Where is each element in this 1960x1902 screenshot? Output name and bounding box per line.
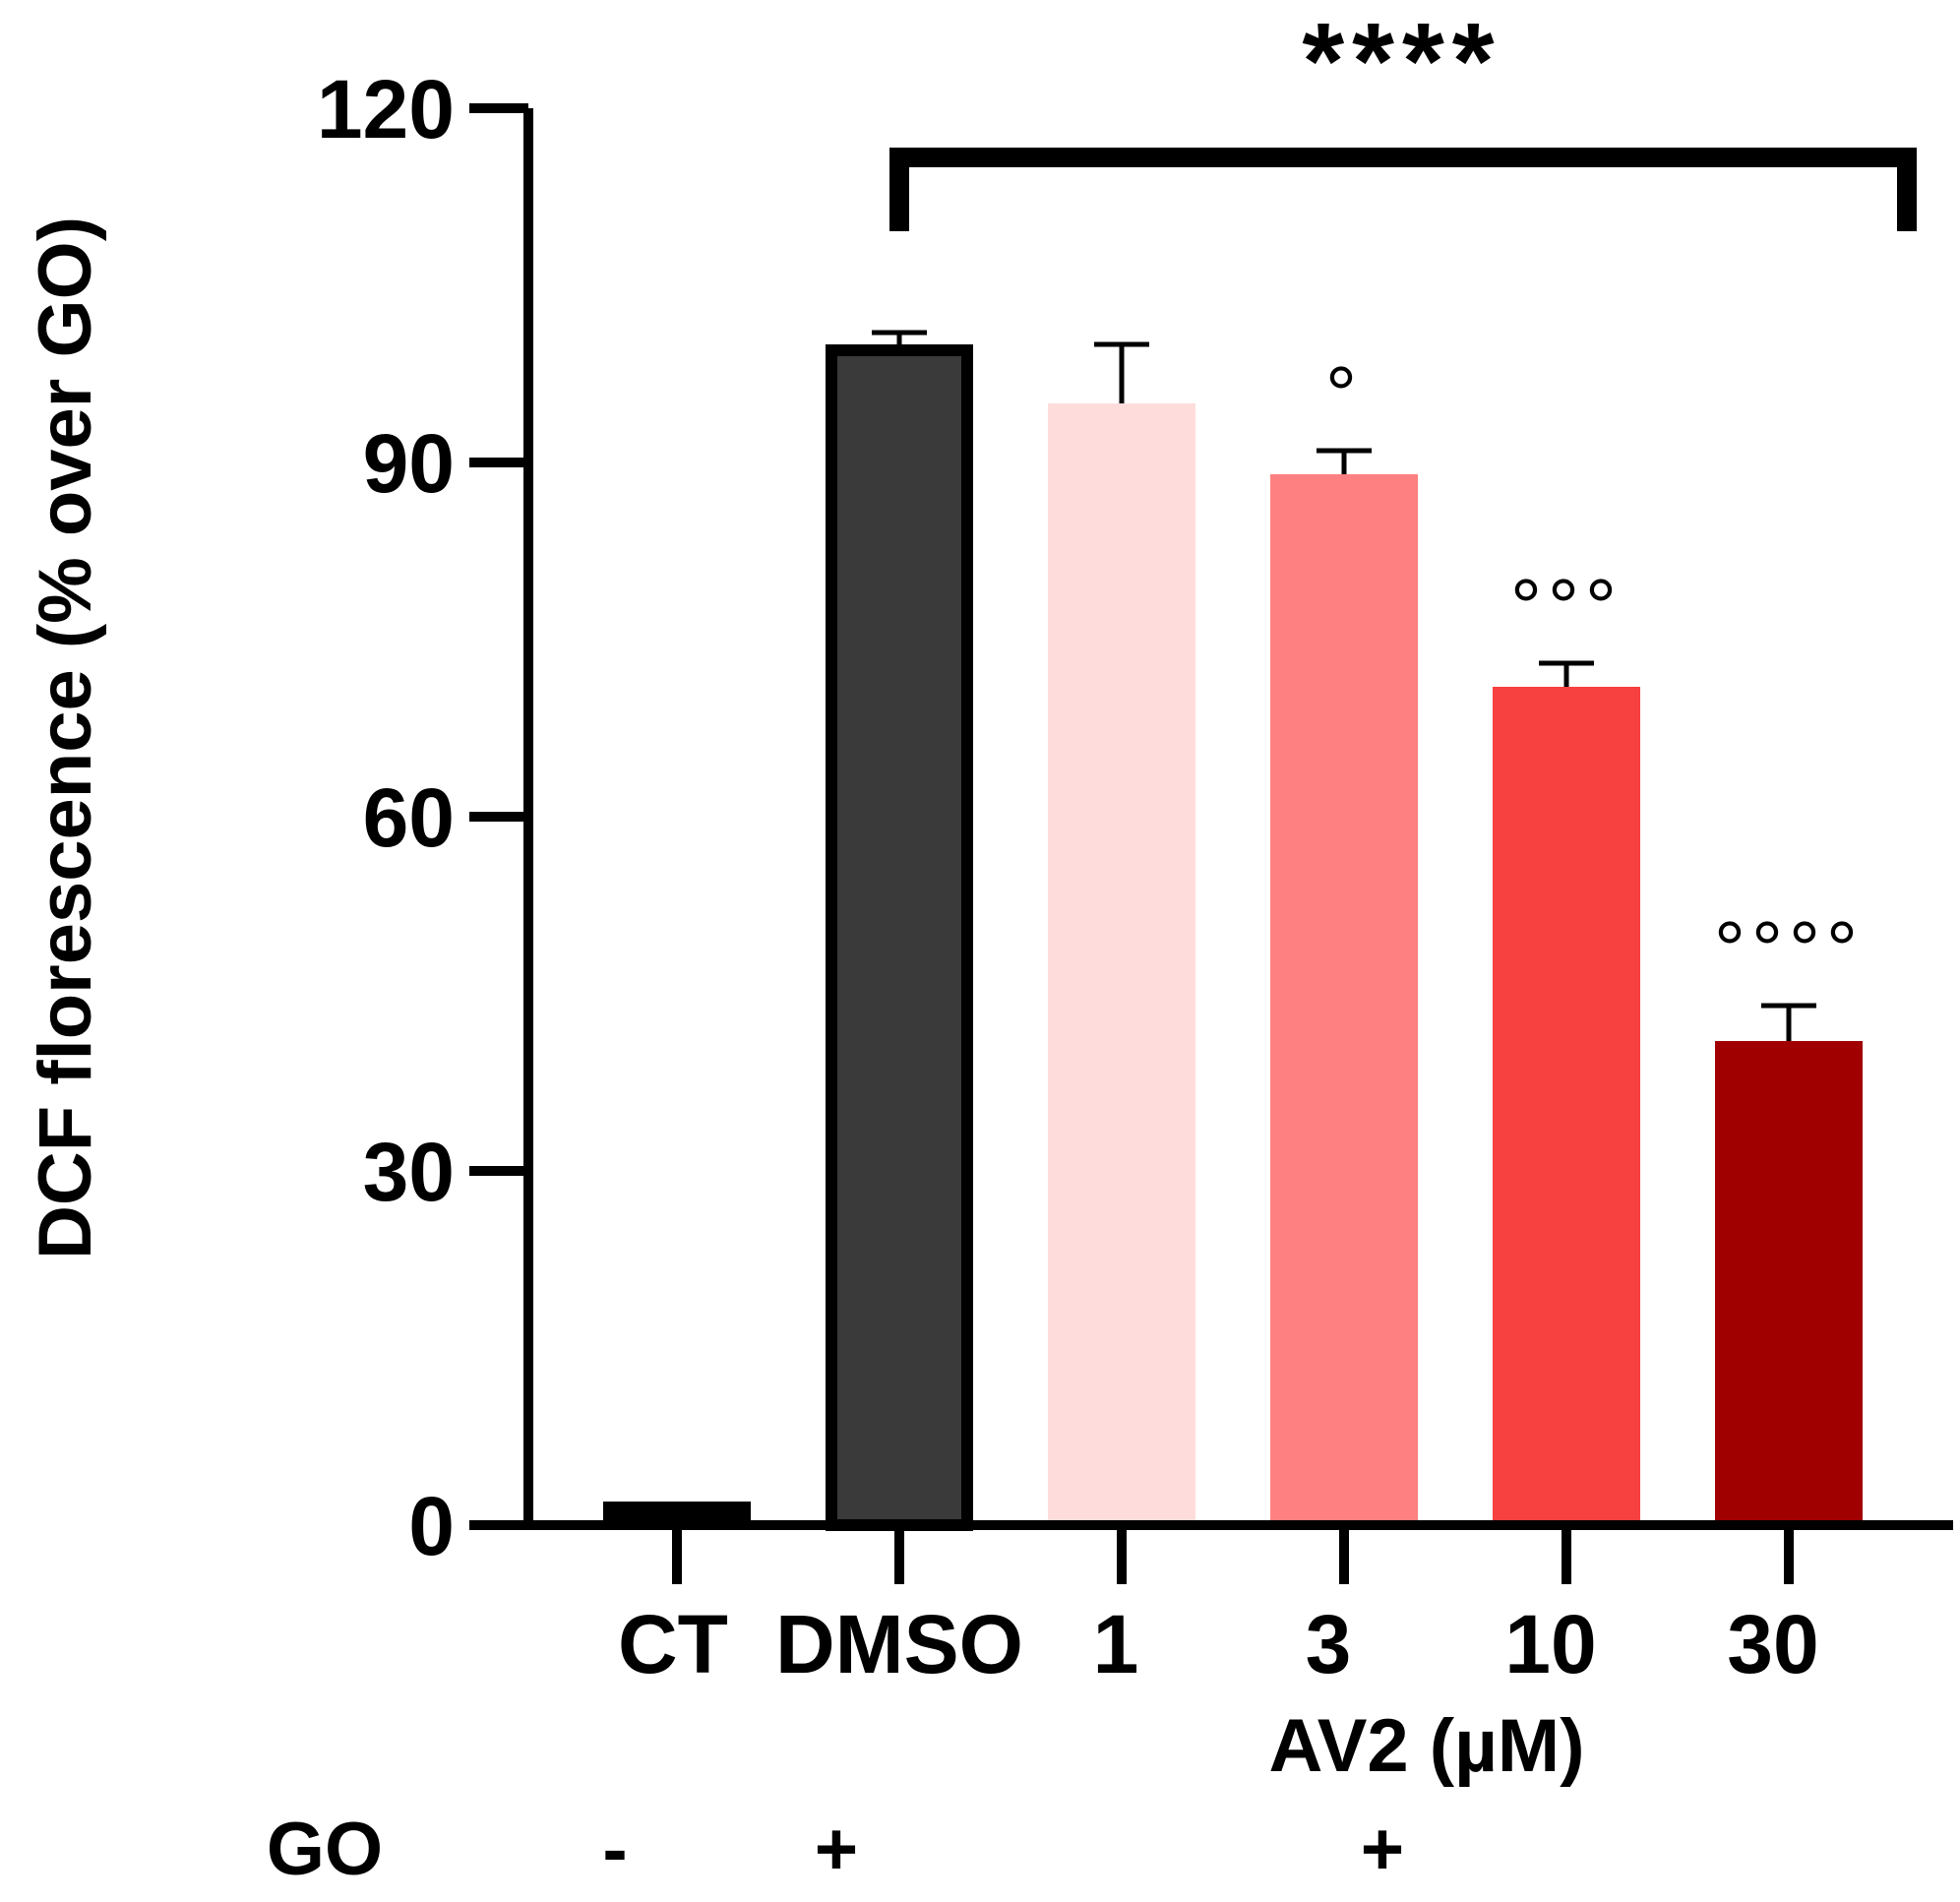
annotation-10: °°° bbox=[1510, 563, 1623, 650]
annotation-30: °°°° bbox=[1714, 905, 1864, 993]
x-tick-label-30: 30 bbox=[1727, 1598, 1818, 1690]
bars-layer bbox=[603, 330, 1863, 1531]
y-axis-label: DCF florescence (% over GO) bbox=[24, 216, 107, 1259]
go-row-label: GO bbox=[267, 1808, 383, 1891]
go-sign-ct: - bbox=[602, 1808, 627, 1891]
x-axis-label: AV2 (µM) bbox=[1268, 1704, 1584, 1788]
significance-bracket bbox=[889, 148, 1917, 231]
y-tick-label-0: 0 bbox=[408, 1480, 455, 1572]
bar-1 bbox=[1048, 403, 1195, 1525]
x-tick-label-10: 10 bbox=[1504, 1598, 1596, 1690]
x-tick-label-1: 1 bbox=[1093, 1598, 1139, 1690]
x-tick-label-ct: CT bbox=[618, 1598, 728, 1690]
y-tick-label-30: 30 bbox=[363, 1126, 455, 1218]
axes-layer bbox=[469, 103, 1953, 1584]
bar-3 bbox=[1270, 474, 1418, 1525]
x-tick-label-dmso: DMSO bbox=[775, 1598, 1023, 1690]
x-tick-label-3: 3 bbox=[1306, 1598, 1352, 1690]
y-tick-label-120: 120 bbox=[317, 63, 455, 155]
bar-30 bbox=[1715, 1041, 1863, 1525]
bar-dmso bbox=[826, 344, 973, 1531]
go-sign-dmso: + bbox=[815, 1808, 858, 1891]
go-sign-av2: + bbox=[1361, 1808, 1404, 1891]
y-tick-label-60: 60 bbox=[363, 771, 455, 864]
annotation-3: ° bbox=[1325, 350, 1363, 438]
y-tick-label-90: 90 bbox=[363, 417, 455, 510]
significance-label: **** bbox=[1302, 1, 1501, 122]
bar-10 bbox=[1493, 687, 1640, 1525]
